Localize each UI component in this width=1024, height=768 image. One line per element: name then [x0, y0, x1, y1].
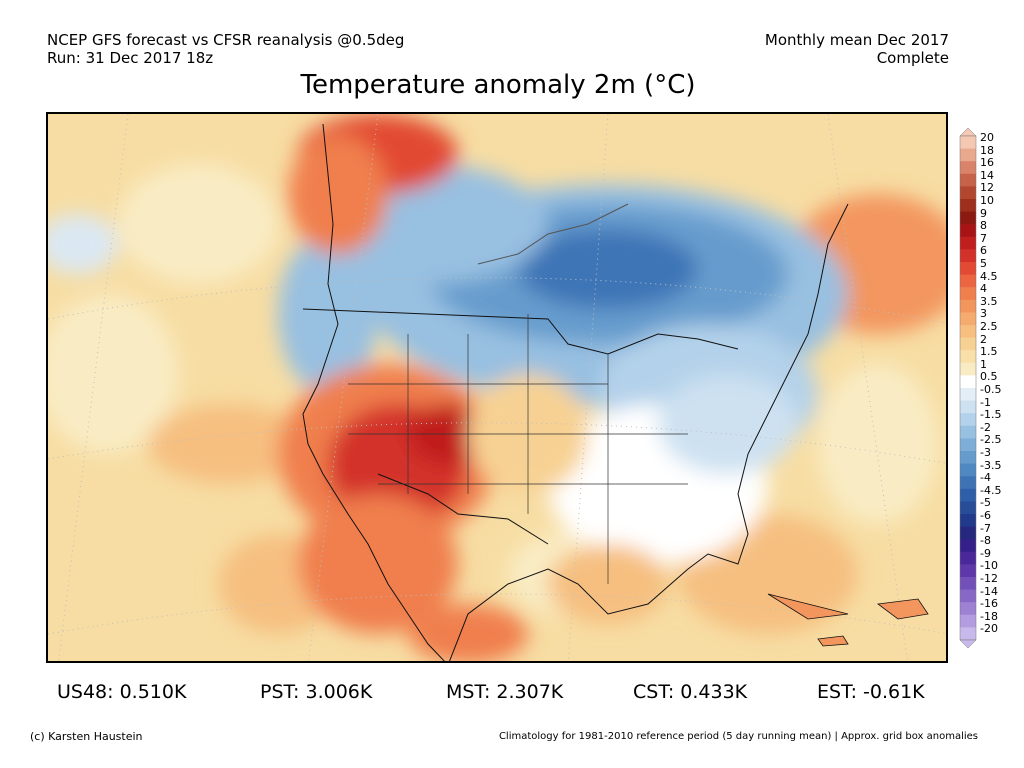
- legend-label: 10: [980, 194, 994, 207]
- legend-swatch: [960, 388, 976, 402]
- legend-label: 3.5: [980, 294, 998, 308]
- legend-label: 6: [980, 244, 987, 258]
- legend-label: 2.5: [980, 320, 998, 333]
- legend-swatch: [960, 211, 976, 225]
- legend-label: -16: [980, 597, 998, 611]
- legend-swatch: [960, 148, 976, 162]
- legend-top-arrow: [959, 128, 977, 137]
- run-time: Run: 31 Dec 2017 18z: [47, 49, 214, 67]
- legend-label: 2: [980, 332, 987, 346]
- legend-swatch: [960, 425, 976, 439]
- legend-swatch: [960, 161, 976, 175]
- legend-label: -1: [980, 395, 991, 409]
- legend-label: 5: [980, 257, 987, 270]
- stat-est: EST: -0.61K: [817, 681, 925, 703]
- legend-swatch: [960, 400, 976, 414]
- legend-label: 18: [980, 143, 994, 157]
- stat-us48: US48: 0.510K: [57, 681, 187, 703]
- legend-swatch: [960, 577, 976, 591]
- legend-swatch: [960, 199, 976, 213]
- legend-label: -3.5: [980, 458, 1002, 472]
- legend-label: -1.5: [980, 408, 1002, 422]
- copyright: (c) Karsten Haustein: [30, 730, 143, 743]
- legend-swatch: [960, 325, 976, 339]
- completeness-label: Complete: [876, 49, 949, 67]
- legend-swatch: [960, 564, 976, 578]
- legend-label: -0.5: [980, 383, 1002, 396]
- legend-label: 9: [980, 206, 987, 220]
- legend-label: -6: [980, 509, 991, 522]
- legend-swatch: [960, 463, 976, 477]
- legend-swatch: [960, 236, 976, 250]
- legend-swatch: [960, 350, 976, 364]
- legend-swatch: [960, 337, 976, 351]
- legend-label: 1.5: [980, 345, 998, 359]
- legend-swatch: [960, 375, 976, 389]
- legend-swatch: [960, 627, 976, 641]
- legend-label: 14: [980, 168, 994, 182]
- legend-label: 3: [980, 307, 987, 321]
- legend-label: 12: [980, 181, 994, 195]
- legend-label: -20: [980, 622, 998, 636]
- legend-label: 0.5: [980, 370, 998, 384]
- legend-label: 16: [980, 156, 994, 170]
- stat-mst: MST: 2.307K: [446, 681, 564, 703]
- legend-bottom-arrow: [959, 639, 977, 648]
- legend-label: -4: [980, 471, 991, 485]
- color-legend: 20 18 16 14 12 10 9 8 7 6 5 4.5 4 3.5 3 2.5 2 1.5 1 0.5 -0.5…: [958, 128, 1001, 648]
- legend-swatch: [960, 438, 976, 452]
- climatology-note: Climatology for 1981-2010 reference peri…: [498, 731, 978, 742]
- model-description: NCEP GFS forecast vs CFSR reanalysis @0.…: [47, 31, 405, 49]
- legend-swatch: [960, 551, 976, 565]
- stat-pst: PST: 3.006K: [260, 681, 373, 703]
- legend-swatch: [960, 602, 976, 616]
- period-label: Monthly mean Dec 2017: [764, 31, 949, 49]
- legend-swatch: [960, 136, 976, 150]
- legend-label: -4.5: [980, 483, 1002, 497]
- legend-swatch: [960, 362, 976, 376]
- legend-label: 8: [980, 219, 987, 233]
- legend-label: -12: [980, 572, 998, 585]
- legend-swatch: [960, 526, 976, 540]
- legend-swatch: [960, 589, 976, 603]
- stat-cst: CST: 0.433K: [633, 681, 748, 703]
- legend-label: 4.5: [980, 269, 998, 283]
- legend-swatch: [960, 539, 976, 553]
- legend-swatch: [960, 614, 976, 628]
- legend-swatch: [960, 514, 976, 528]
- legend-swatch: [960, 173, 976, 187]
- legend-swatch: [960, 287, 976, 301]
- legend-label: 4: [980, 282, 987, 296]
- legend-swatch: [960, 186, 976, 200]
- legend-swatch: [960, 501, 976, 515]
- east-coastline: [449, 203, 849, 661]
- legend-label: -14: [980, 584, 998, 598]
- legend-label: -8: [980, 534, 991, 548]
- legend-label: 20: [980, 131, 994, 144]
- legend-label: 7: [980, 231, 987, 245]
- legend-label: 1: [980, 357, 987, 371]
- legend-swatch: [960, 488, 976, 502]
- legend-swatch: [960, 312, 976, 326]
- us-mexico-border: [377, 473, 549, 545]
- legend-label: -2.5: [980, 433, 1002, 447]
- legend-swatch: [960, 451, 976, 465]
- legend-swatch: [960, 413, 976, 427]
- legend-label: -5: [980, 496, 991, 510]
- west-coastline: [302, 123, 445, 661]
- legend-swatch: [960, 299, 976, 313]
- legend-label: -2: [980, 420, 991, 434]
- anomaly-map: [46, 112, 948, 663]
- legend-label: -10: [980, 559, 998, 573]
- legend-label: -9: [980, 546, 991, 560]
- legend-swatch: [960, 224, 976, 238]
- legend-label: -3: [980, 446, 991, 459]
- legend-swatch: [960, 476, 976, 490]
- legend-swatch: [960, 262, 976, 276]
- legend-label: -7: [980, 521, 991, 535]
- legend-swatch: [960, 249, 976, 263]
- legend-label: -18: [980, 609, 998, 623]
- legend-swatch: [960, 274, 976, 288]
- map-title: Temperature anomaly 2m (°C): [300, 70, 696, 100]
